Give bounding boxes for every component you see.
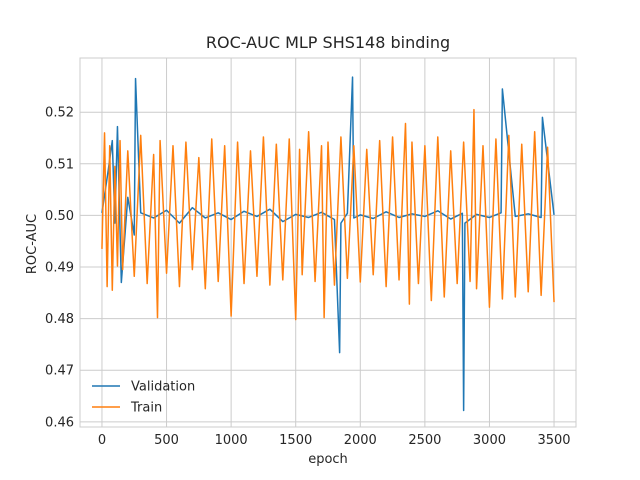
- x-tick-label: 3000: [473, 433, 506, 448]
- x-tick-label: 0: [98, 433, 106, 448]
- series-line-train: [101, 108, 555, 321]
- series-line-validation: [101, 76, 555, 412]
- x-axis-ticks: 0 500 1000 1500 2000 2500 3000 3500: [98, 433, 571, 448]
- chart-title: ROC-AUC MLP SHS148 binding: [206, 33, 450, 52]
- plot-frame: [79, 57, 577, 428]
- x-axis-label: epoch: [308, 452, 348, 467]
- y-axis-ticks: 0.46 0.47 0.48 0.49 0.50 0.51 0.52: [45, 106, 74, 431]
- series-layer: [101, 76, 555, 412]
- y-tick-label: 0.52: [45, 106, 74, 121]
- y-tick-label: 0.46: [45, 415, 74, 430]
- plot-area: [79, 57, 577, 428]
- y-axis-label: ROC-AUC: [25, 214, 40, 274]
- legend-label-validation: Validation: [131, 380, 195, 395]
- x-tick-label: 1500: [279, 433, 312, 448]
- y-tick-label: 0.49: [45, 261, 74, 276]
- y-tick-label: 0.48: [45, 312, 74, 327]
- y-tick-label: 0.50: [45, 209, 74, 224]
- y-tick-label: 0.47: [45, 364, 74, 379]
- x-tick-label: 500: [154, 433, 179, 448]
- x-tick-label: 2500: [408, 433, 441, 448]
- grid: [80, 58, 576, 427]
- x-tick-label: 1000: [215, 433, 248, 448]
- legend: Validation Train: [92, 380, 195, 416]
- y-tick-label: 0.51: [45, 157, 74, 172]
- x-tick-label: 2000: [344, 433, 377, 448]
- plot-background: [80, 58, 576, 427]
- x-tick-label: 3500: [537, 433, 570, 448]
- legend-label-train: Train: [130, 401, 162, 416]
